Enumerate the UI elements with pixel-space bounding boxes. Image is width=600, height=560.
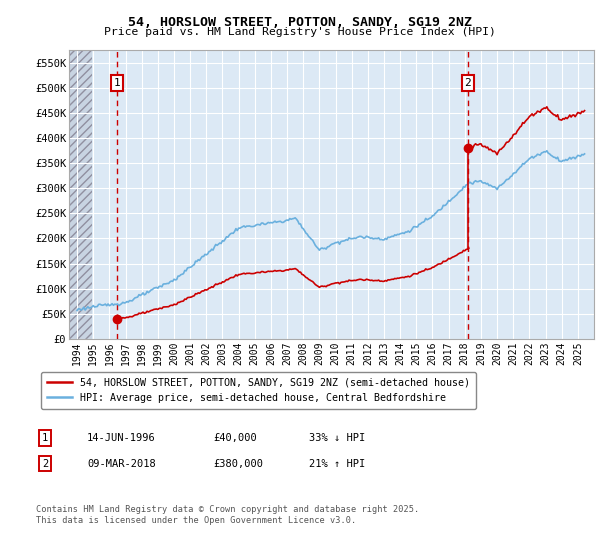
Text: £40,000: £40,000 [213, 433, 257, 443]
Text: 14-JUN-1996: 14-JUN-1996 [87, 433, 156, 443]
Text: 09-MAR-2018: 09-MAR-2018 [87, 459, 156, 469]
Text: 54, HORSLOW STREET, POTTON, SANDY, SG19 2NZ: 54, HORSLOW STREET, POTTON, SANDY, SG19 … [128, 16, 472, 29]
Text: 21% ↑ HPI: 21% ↑ HPI [309, 459, 365, 469]
Text: Contains HM Land Registry data © Crown copyright and database right 2025.
This d: Contains HM Land Registry data © Crown c… [36, 505, 419, 525]
Text: 1: 1 [42, 433, 48, 443]
Text: £380,000: £380,000 [213, 459, 263, 469]
Text: 33% ↓ HPI: 33% ↓ HPI [309, 433, 365, 443]
Text: Price paid vs. HM Land Registry's House Price Index (HPI): Price paid vs. HM Land Registry's House … [104, 27, 496, 37]
Text: 1: 1 [113, 78, 120, 88]
Text: 2: 2 [42, 459, 48, 469]
Bar [69, 50, 92, 339]
Legend: 54, HORSLOW STREET, POTTON, SANDY, SG19 2NZ (semi-detached house), HPI: Average : 54, HORSLOW STREET, POTTON, SANDY, SG19 … [41, 372, 476, 409]
Text: 2: 2 [464, 78, 471, 88]
